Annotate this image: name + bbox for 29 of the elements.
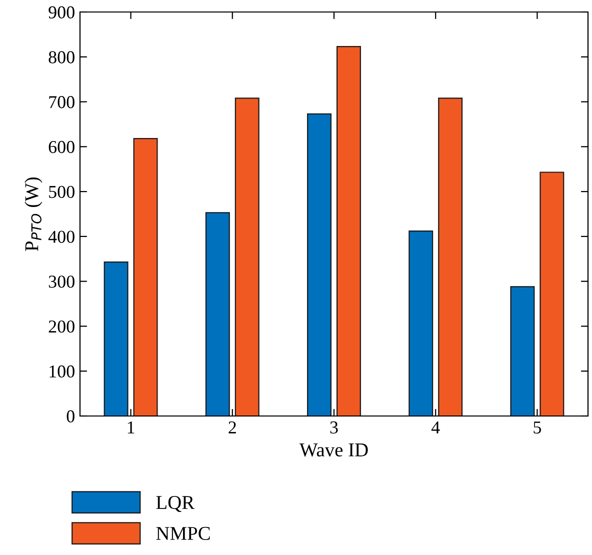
x-tick-label: 4 <box>431 422 440 434</box>
bar <box>510 286 535 416</box>
y-tick-label: 500 <box>49 186 74 198</box>
bar <box>205 212 230 416</box>
x-axis-title: Wave ID <box>299 444 368 457</box>
bar <box>133 138 158 416</box>
y-tick-label: 900 <box>48 6 74 18</box>
x-tick-label: 1 <box>128 421 134 434</box>
y-tick-label: 100 <box>50 365 74 378</box>
legend-label: NMPC <box>156 526 210 540</box>
y-tick-label: 400 <box>48 230 74 243</box>
bar <box>104 261 128 416</box>
bar <box>438 98 463 416</box>
y-tick-label: 800 <box>48 51 74 64</box>
x-tick-label: 5 <box>534 422 542 434</box>
bar <box>408 230 434 416</box>
y-tick-label: 300 <box>48 276 74 288</box>
y-tick-label: 700 <box>49 96 74 108</box>
y-tick-label: 0 <box>66 410 74 422</box>
legend-label: LQR <box>156 496 195 512</box>
x-tick-label: 2 <box>228 421 236 434</box>
x-tick-label: 3 <box>330 421 338 434</box>
bar <box>307 113 332 416</box>
y-tick-label: 600 <box>48 140 74 154</box>
bar <box>336 46 361 416</box>
bar <box>234 98 260 416</box>
y-tick-label: 200 <box>48 320 74 333</box>
y-axis-title: P$_{PTO}$ (W) <box>24 177 42 251</box>
bar <box>540 172 564 416</box>
